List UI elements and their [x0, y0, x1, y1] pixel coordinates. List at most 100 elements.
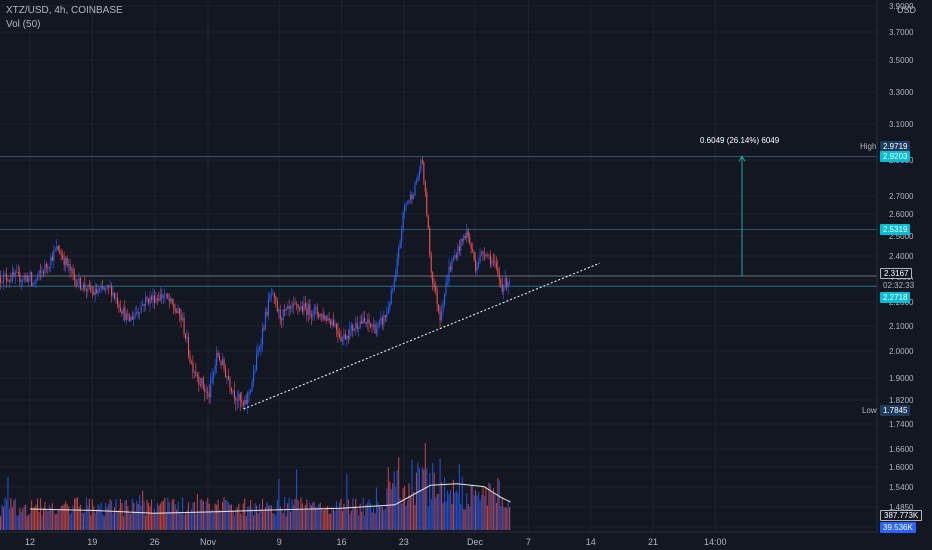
candle-body-320 — [473, 251, 475, 260]
volume-bar-8 — [11, 507, 13, 530]
volume-bar-240 — [355, 498, 357, 530]
volume-bar-4 — [5, 499, 8, 530]
candle-body-155 — [229, 379, 231, 388]
candle-body-318 — [470, 243, 472, 250]
volume-bar-72 — [106, 507, 108, 530]
candle-body-132 — [195, 371, 197, 376]
candle-body-237 — [350, 324, 352, 329]
candle-body-214 — [316, 307, 318, 315]
x-tick-label-8: 7 — [526, 537, 531, 547]
volume-bar-165 — [244, 498, 246, 530]
candle-body-265 — [392, 289, 394, 291]
volume-indicator-title[interactable]: Vol (50) — [6, 19, 41, 30]
candle-body-156 — [230, 387, 232, 392]
volume-bar-126 — [186, 510, 188, 530]
candle-body-253 — [374, 324, 376, 334]
volume-bar-215 — [318, 503, 320, 530]
volume-bar-2 — [2, 507, 5, 530]
candle-body-176 — [260, 344, 262, 348]
candle-body-316 — [467, 230, 469, 237]
candle-body-85 — [125, 313, 127, 321]
volume-bar-39 — [57, 509, 59, 530]
volume-bar-216 — [319, 502, 321, 530]
volume-bar-42 — [62, 505, 64, 530]
x-tick-label-7: Dec — [467, 537, 484, 547]
candle-body-78 — [115, 297, 117, 299]
volume-bar-91 — [134, 511, 136, 530]
volume-bar-181 — [267, 505, 269, 530]
candle-body-36 — [53, 250, 55, 261]
candle-body-18 — [26, 276, 28, 282]
x-tick-label-4: 9 — [277, 537, 282, 547]
volume-bar-292 — [432, 463, 434, 530]
candle-body-336 — [497, 267, 499, 273]
volume-bar-64 — [94, 513, 96, 530]
volume-bar-257 — [380, 505, 382, 530]
volume-bar-81 — [119, 499, 121, 530]
candle-body-213 — [315, 307, 317, 309]
candle-body-195 — [288, 306, 290, 309]
volume-bar-86 — [127, 506, 129, 530]
candle-body-20 — [29, 272, 31, 277]
volume-bar-296 — [438, 493, 440, 530]
volume-bar-244 — [361, 511, 363, 530]
candle-body-79 — [116, 297, 119, 305]
candle-body-82 — [121, 310, 123, 314]
candle-body-193 — [285, 308, 287, 311]
volume-bar-53 — [78, 506, 80, 530]
volume-bar-174 — [257, 513, 259, 530]
volume-bar-36 — [53, 510, 55, 530]
candle-body-63 — [93, 292, 95, 296]
volume-bar-58 — [85, 497, 87, 530]
volume-bar-324 — [479, 500, 481, 530]
candle-body-73 — [108, 285, 110, 288]
volume-bar-190 — [281, 509, 283, 530]
volume-bar-22 — [32, 508, 34, 530]
volume-bar-87 — [128, 513, 130, 530]
candle-body-45 — [66, 257, 68, 266]
volume-bar-217 — [321, 509, 323, 530]
candle-body-330 — [488, 254, 490, 256]
volume-bar-195 — [288, 497, 290, 530]
volume-bar-261 — [386, 488, 388, 530]
volume-bar-206 — [304, 505, 306, 530]
candle-body-185 — [273, 293, 275, 298]
volume-bar-259 — [383, 509, 385, 530]
volume-bar-301 — [445, 501, 447, 530]
volume-bar-88 — [130, 514, 132, 530]
volume-bar-32 — [47, 511, 49, 530]
time-axis[interactable] — [0, 532, 932, 550]
candle-body-331 — [489, 254, 491, 265]
volume-bar-197 — [291, 499, 293, 530]
candle-body-103 — [152, 295, 154, 300]
candle-body-233 — [344, 334, 346, 340]
volume-bar-248 — [367, 502, 369, 530]
candle-body-308 — [455, 254, 457, 258]
candle-body-116 — [171, 298, 173, 304]
volume-bar-284 — [420, 489, 422, 530]
volume-bar-10 — [14, 498, 16, 530]
measure-top-price-tag: 2.9203 — [880, 151, 911, 162]
candle-body-95 — [140, 305, 142, 313]
volume-bar-154 — [227, 502, 230, 530]
volume-bar-120 — [177, 501, 179, 530]
symbol-title[interactable]: XTZ/USD, 4h, COINBASE — [6, 5, 123, 16]
volume-bar-185 — [273, 513, 275, 530]
candle-body-90 — [133, 315, 135, 320]
volume-bar-49 — [72, 505, 74, 530]
volume-bar-231 — [341, 511, 343, 530]
trendline[interactable] — [243, 262, 600, 410]
volume-bar-30 — [44, 502, 46, 530]
volume-bar-300 — [444, 477, 446, 530]
candle-body-339 — [501, 283, 503, 292]
candle-body-57 — [84, 283, 86, 290]
candle-body-164 — [242, 401, 244, 406]
candle-body-302 — [446, 281, 449, 283]
candle-body-105 — [155, 298, 157, 303]
volume-bar-191 — [282, 513, 284, 530]
volume-bar-331 — [489, 484, 491, 530]
candle-body-268 — [396, 259, 398, 275]
candle-body-56 — [82, 283, 84, 289]
candle-countdown: 02:32:33 — [880, 280, 918, 291]
